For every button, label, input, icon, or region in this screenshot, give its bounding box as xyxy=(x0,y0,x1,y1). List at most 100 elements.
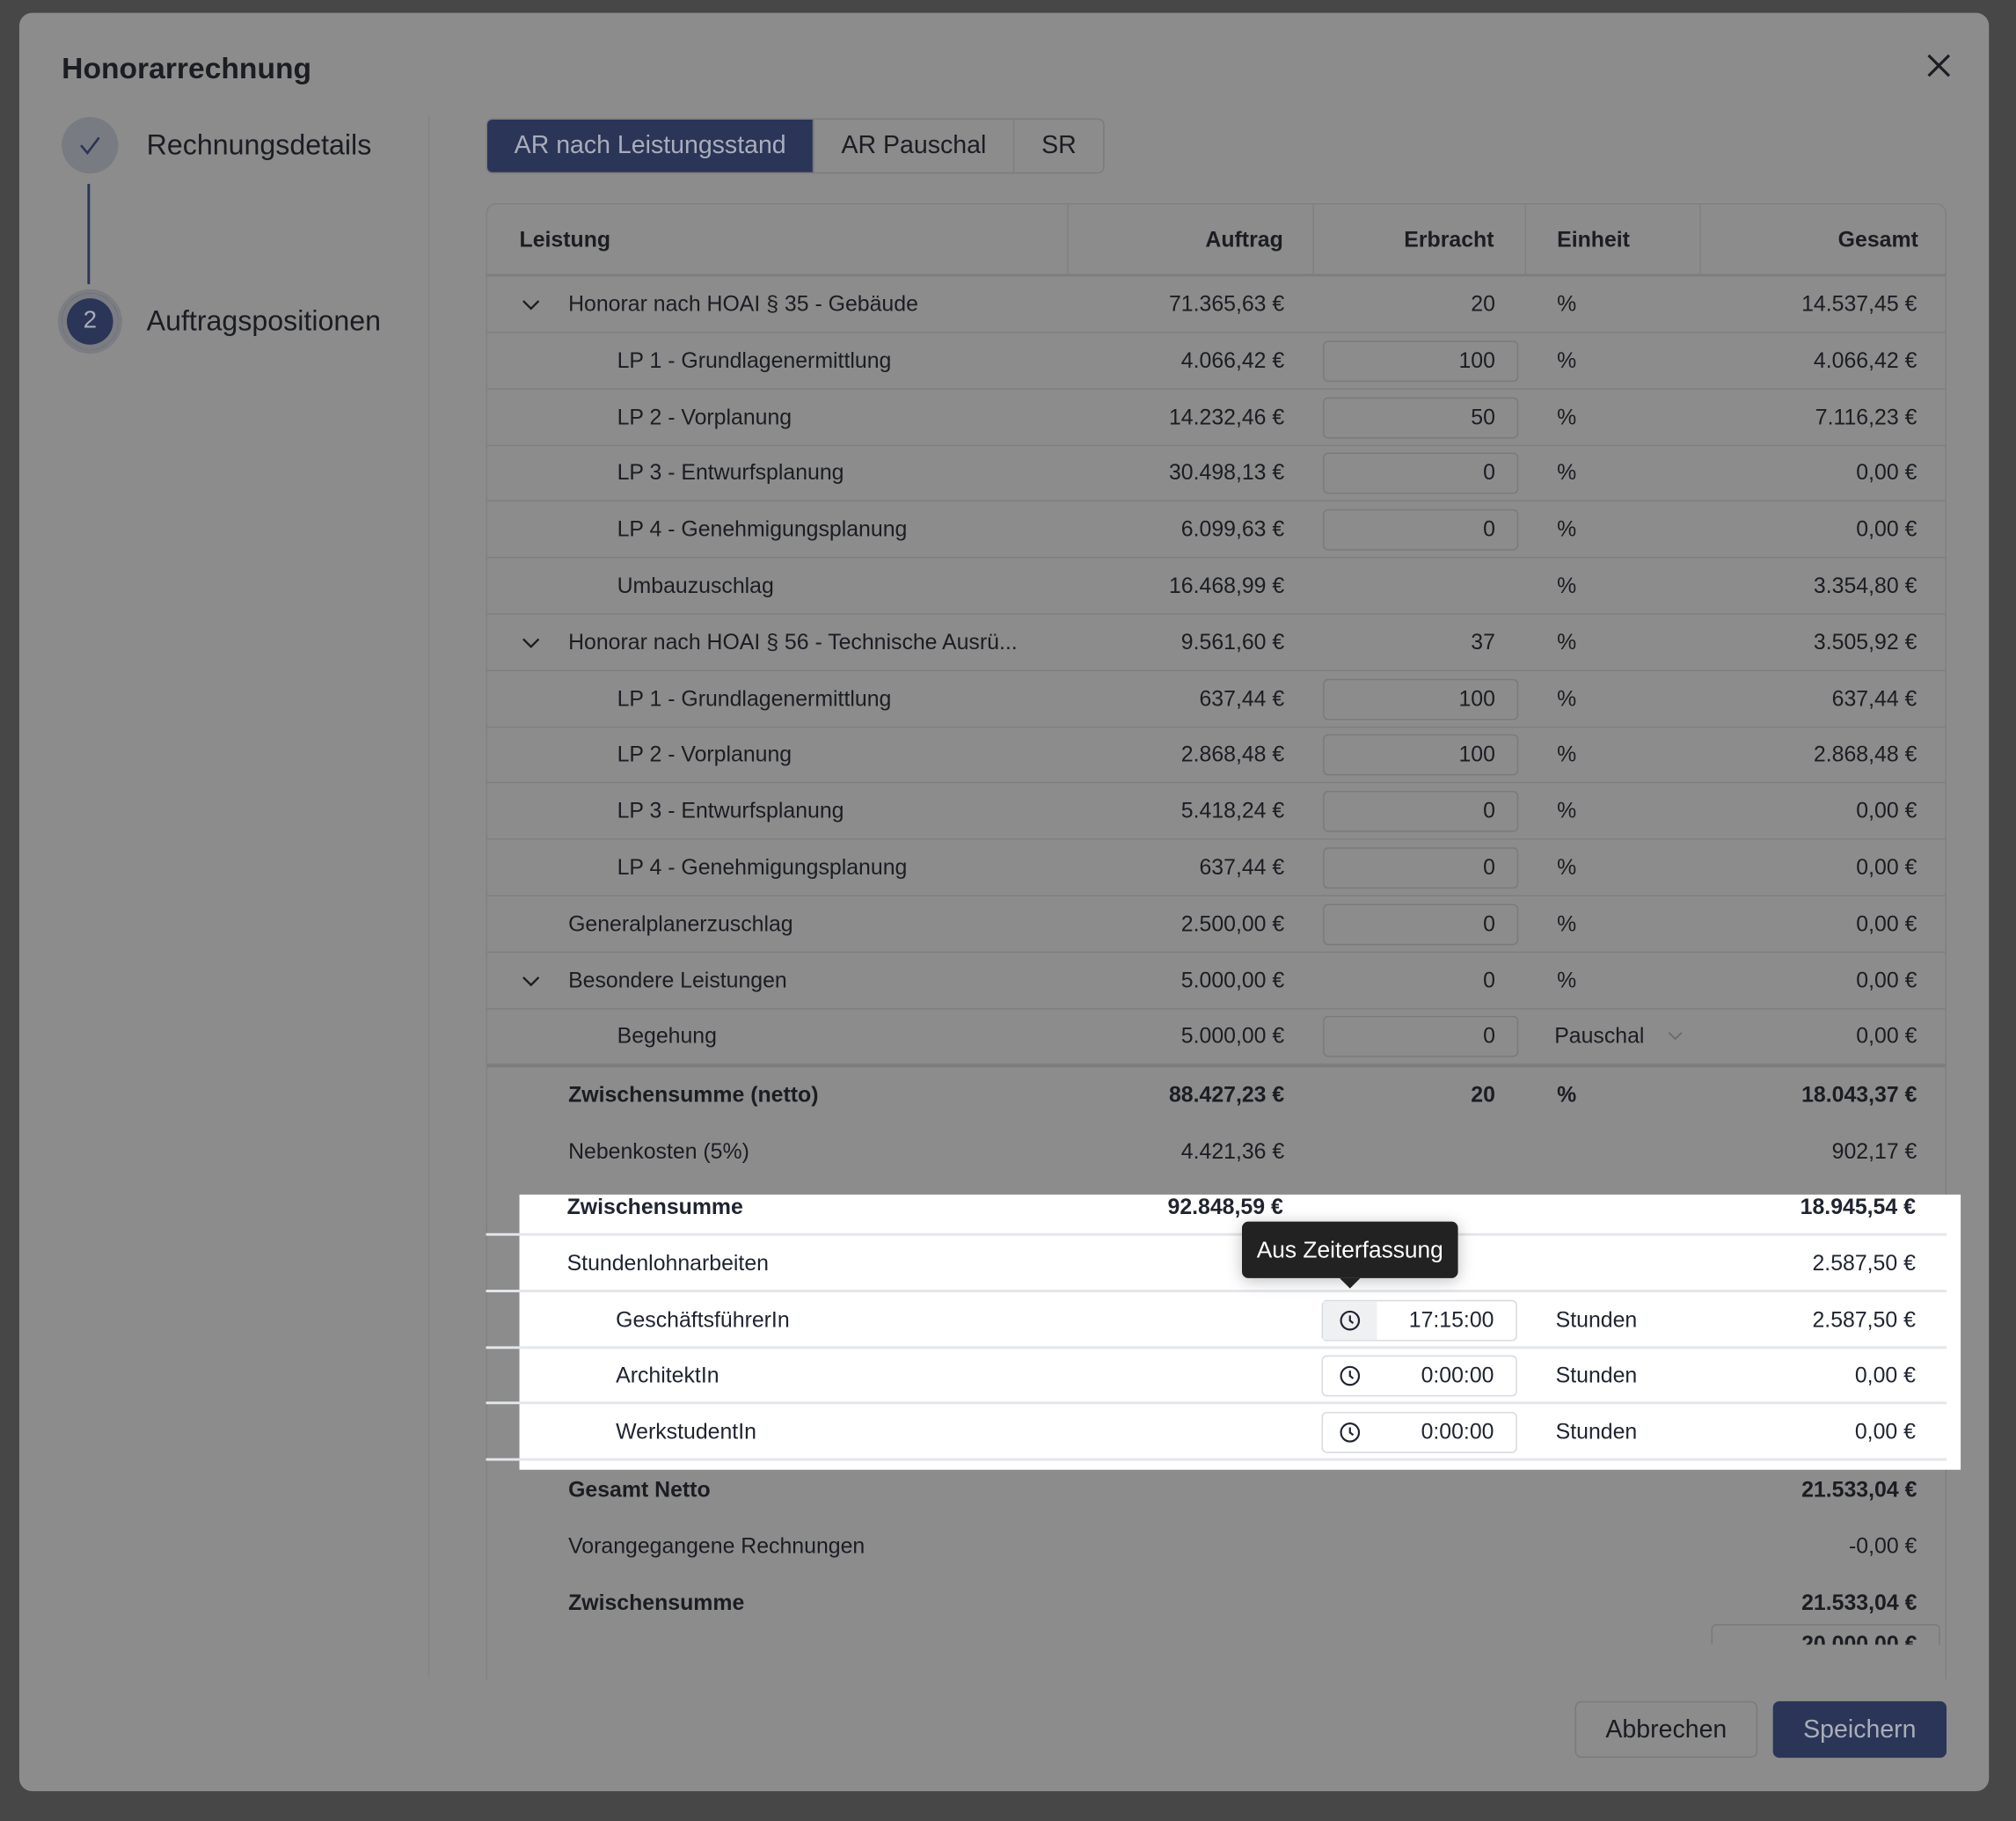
einheit-value: % xyxy=(1557,911,1577,936)
table-row: Gesamt Netto 21.533,04 € xyxy=(487,1462,1946,1518)
invoice-type-tabs: AR nach Leistungsstand AR Pauschal SR xyxy=(486,118,1105,174)
row-label: GeschäftsführerIn xyxy=(616,1306,790,1332)
step-done-check-icon[interactable] xyxy=(62,117,119,174)
row-label: ArchitektIn xyxy=(616,1363,719,1388)
table-row: LP 4 - Genehmigungsplanung 6.099,63 € 0% 0,… xyxy=(486,501,1946,559)
gesamt-value: 3.505,92 € xyxy=(1813,629,1917,655)
einheit-value: % xyxy=(1557,968,1577,992)
row-label: LP 2 - Vorplanung xyxy=(617,742,793,767)
row-label: Gesamt Netto xyxy=(568,1477,711,1503)
positions-table: Leistung Auftrag Erbracht Einheit Gesamt… xyxy=(486,202,1947,1679)
auftrag-value: 92.848,59 € xyxy=(1167,1194,1283,1219)
erbracht-input[interactable]: 0 xyxy=(1323,791,1519,832)
tab-ar-pauschal[interactable]: AR Pauschal xyxy=(814,119,1015,172)
auftrag-value: 5.000,00 € xyxy=(1180,1024,1285,1049)
erbracht-input[interactable]: 50 xyxy=(1323,397,1519,438)
einheit-value: % xyxy=(1557,291,1577,317)
tab-ar-nach-leistungsstand[interactable]: AR nach Leistungsstand xyxy=(486,119,814,172)
table-row: Honorar nach HOAI § 35 - Gebäude 71.365,6… xyxy=(486,276,1946,333)
erbracht-input[interactable]: 0 xyxy=(1323,847,1519,889)
row-label: LP 3 - Entwurfsplanung xyxy=(617,460,844,486)
einheit-value: % xyxy=(1557,347,1577,373)
row-label: Stundenlohnarbeiten xyxy=(566,1250,769,1276)
row-label: LP 2 - Vorplanung xyxy=(617,404,793,429)
table-row: Nebenkosten (5%) 4.421,36 € 902,17 € xyxy=(487,1124,1946,1181)
einheit-value: Stunden xyxy=(1555,1419,1638,1444)
einheit-value: % xyxy=(1557,855,1577,880)
col-einheit: Einheit xyxy=(1526,204,1701,277)
einheit-select[interactable]: Pauschal xyxy=(1554,1009,1683,1065)
gesamt-value: 0,00 € xyxy=(1854,1363,1916,1388)
table-row: Besondere Leistungen 5.000,00 € 0% 0,00 € xyxy=(486,953,1946,1009)
auftrag-value: 2.868,48 € xyxy=(1180,742,1285,767)
auftrag-value: 637,44 € xyxy=(1199,855,1285,880)
gesamt-value: 0,00 € xyxy=(1856,1024,1917,1049)
gesamt-value: 0,00 € xyxy=(1856,968,1917,992)
table-row: Begehung 5.000,00 € 0 Pauschal 0,00 € xyxy=(486,1009,1946,1065)
hours-input[interactable]: 0:00:00 xyxy=(1321,1356,1517,1397)
row-label: Generalplanerzuschlag xyxy=(568,911,793,936)
gesamt-value: 0,00 € xyxy=(1856,798,1917,823)
row-label: LP 4 - Genehmigungsplanung xyxy=(617,516,908,542)
chevron-down-icon[interactable] xyxy=(521,633,541,653)
hours-input[interactable]: 0:00:00 xyxy=(1321,1412,1517,1453)
row-label: Zwischensumme xyxy=(566,1194,743,1219)
table-row: WerkstudentIn 0:00:00 Stunden 0,00 € xyxy=(486,1404,1947,1461)
clock-icon[interactable] xyxy=(1323,1300,1377,1340)
gesamt-value: 2.587,50 € xyxy=(1812,1306,1916,1332)
row-label: LP 1 - Grundlagenermittlung xyxy=(617,685,892,711)
gesamt-value: 0,00 € xyxy=(1856,855,1917,880)
step-number-badge[interactable]: 2 xyxy=(57,289,122,354)
erbracht-input[interactable]: 100 xyxy=(1323,735,1519,776)
tab-sr[interactable]: SR xyxy=(1041,131,1077,160)
gesamt-value: 3.354,80 € xyxy=(1813,573,1917,598)
col-gesamt: Gesamt xyxy=(1837,227,1918,252)
erbracht-input[interactable]: 0 xyxy=(1323,509,1519,551)
row-label: Zwischensumme (netto) xyxy=(568,1083,819,1108)
cancel-button[interactable]: Abbrechen xyxy=(1574,1700,1758,1759)
clock-icon[interactable] xyxy=(1323,1357,1377,1396)
gesamt-value: 4.066,42 € xyxy=(1813,347,1917,373)
row-label: Honorar nach HOAI § 56 - Technische Ausr… xyxy=(568,629,1018,655)
close-icon[interactable] xyxy=(1922,49,1955,83)
chevron-down-icon[interactable] xyxy=(521,970,541,991)
chevron-down-icon xyxy=(1668,1032,1683,1041)
table-row: ArchitektIn 0:00:00 Stunden 0,00 € xyxy=(486,1348,1947,1405)
einheit-value: % xyxy=(1557,629,1577,655)
auftrag-value: 71.365,63 € xyxy=(1168,291,1285,317)
einheit-value: % xyxy=(1557,404,1577,429)
step-rechnungsdetails[interactable]: Rechnungsdetails xyxy=(146,128,372,161)
table-row: Honorar nach HOAI § 56 - Technische Ausr… xyxy=(486,614,1946,671)
honorarrechnung-dialog: Honorarrechnung Rechnungsdetails 2 Auftr… xyxy=(18,12,1990,1792)
table-row: GeschäftsführerIn 17:15:00 Stunden 2.587,50… xyxy=(486,1291,1947,1349)
table-header: Leistung Auftrag Erbracht Einheit Gesamt xyxy=(486,204,1946,277)
erbracht-input[interactable]: 0 xyxy=(1323,453,1519,494)
erbracht-input[interactable]: 100 xyxy=(1323,678,1519,720)
table-row: LP 1 - Grundlagenermittlung 637,44 € 100% 6… xyxy=(486,670,1946,728)
gesamt-value: 0,00 € xyxy=(1854,1419,1916,1444)
table-row: LP 3 - Entwurfsplanung 5.418,24 € 0% 0,00 € xyxy=(486,783,1946,840)
gesamt-value: 21.533,04 € xyxy=(1801,1590,1917,1615)
col-erbracht: Erbracht xyxy=(1314,204,1527,277)
row-label: Umbauzuschlag xyxy=(617,573,774,598)
erbracht-value: 0 xyxy=(1483,968,1495,992)
row-label: Honorar nach HOAI § 35 - Gebäude xyxy=(568,291,918,317)
erbracht-input[interactable]: 0 xyxy=(1323,903,1519,946)
erbracht-value: 37 xyxy=(1471,629,1495,655)
step-auftragspositionen[interactable]: Auftragspositionen xyxy=(146,304,382,337)
gesamt-value: 18.043,37 € xyxy=(1801,1083,1917,1108)
erbracht-input[interactable]: 100 xyxy=(1323,340,1519,382)
erbracht-value: 20 xyxy=(1471,1083,1495,1108)
row-label: Besondere Leistungen xyxy=(568,968,787,992)
chevron-down-icon[interactable] xyxy=(521,295,541,315)
erbracht-input[interactable]: 0 xyxy=(1323,1016,1519,1058)
clock-icon[interactable] xyxy=(1323,1414,1377,1452)
save-button[interactable]: Speichern xyxy=(1772,1700,1947,1759)
table-row: LP 4 - Genehmigungsplanung 637,44 € 0% 0,00… xyxy=(486,839,1946,896)
row-label: Vorangegangene Rechnungen xyxy=(568,1533,866,1559)
divider xyxy=(486,1064,1946,1068)
hours-input[interactable]: 17:15:00 xyxy=(1321,1299,1517,1341)
einheit-value: % xyxy=(1557,1083,1577,1108)
einheit-value: Stunden xyxy=(1555,1363,1638,1388)
select-value: Pauschal xyxy=(1554,1024,1645,1049)
